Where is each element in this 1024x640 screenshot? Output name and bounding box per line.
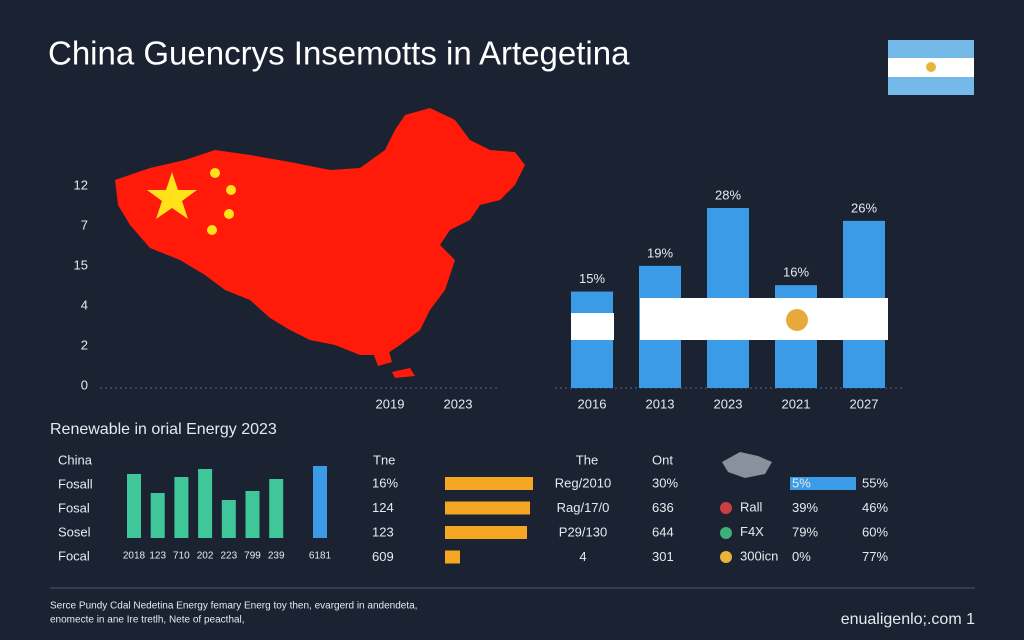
x-tick-label: 2018 bbox=[123, 551, 146, 562]
bar bbox=[269, 479, 284, 538]
y-label: 7 bbox=[81, 217, 88, 232]
bar bbox=[150, 493, 165, 538]
bar bbox=[313, 466, 327, 538]
y-label: 4 bbox=[81, 297, 88, 312]
footer-site: enualigenlo;.com 1 bbox=[841, 611, 975, 628]
value-label: 16% bbox=[783, 265, 809, 280]
section-heading: Renewable in orial Energy 2023 bbox=[50, 421, 277, 438]
x-tick-label: 2013 bbox=[646, 396, 675, 411]
x-label: 2019 bbox=[376, 396, 405, 411]
row-label: Sosel bbox=[58, 524, 91, 539]
table-cell: 301 bbox=[652, 549, 674, 564]
hbar bbox=[445, 550, 460, 564]
x-tick-label: 239 bbox=[268, 551, 285, 562]
item-name: F4X bbox=[740, 524, 764, 539]
argentina-band bbox=[571, 298, 888, 340]
bar bbox=[221, 500, 236, 538]
item-name: Rall bbox=[740, 499, 763, 514]
x-tick-label: 2021 bbox=[782, 396, 811, 411]
column-header: Tne bbox=[373, 452, 395, 467]
table-cell: 0% bbox=[792, 549, 811, 564]
hbar bbox=[445, 501, 530, 515]
x-label: 2023 bbox=[444, 396, 473, 411]
y-label: 12 bbox=[74, 177, 88, 192]
y-label: 0 bbox=[81, 377, 88, 392]
value-label: 19% bbox=[647, 245, 673, 260]
value-label: 15% bbox=[579, 271, 605, 286]
row-label: Fosall bbox=[58, 476, 93, 491]
bar bbox=[245, 491, 260, 538]
table-cell: 79% bbox=[792, 524, 818, 539]
bar bbox=[174, 477, 189, 538]
x-tick-label: 710 bbox=[173, 551, 190, 562]
table-cell: 55% bbox=[862, 475, 888, 490]
bar bbox=[198, 469, 213, 538]
table-cell: 123 bbox=[372, 524, 394, 539]
table-cell: 4 bbox=[579, 549, 586, 564]
value-label: 28% bbox=[715, 187, 741, 202]
x-tick-label: 2016 bbox=[578, 396, 607, 411]
row-label: Fosal bbox=[58, 500, 90, 515]
column-header: The bbox=[576, 452, 598, 467]
china-map bbox=[115, 108, 525, 378]
table-cell: 16% bbox=[372, 475, 398, 490]
x-tick-label: 6181 bbox=[309, 551, 332, 562]
table-cell: Rag/17/0 bbox=[557, 500, 610, 515]
x-tick-label: 123 bbox=[149, 551, 166, 562]
column-header: Ont bbox=[652, 452, 673, 467]
x-tick-label: 202 bbox=[197, 551, 214, 562]
table-cell: 644 bbox=[652, 524, 674, 539]
table-cell: 77% bbox=[862, 549, 888, 564]
row-label: China bbox=[58, 452, 93, 467]
bar bbox=[127, 474, 141, 538]
icons bbox=[720, 452, 772, 563]
x-tick-label: 223 bbox=[220, 551, 237, 562]
table-cell: Reg/2010 bbox=[555, 475, 611, 490]
x-tick-label: 2027 bbox=[850, 396, 879, 411]
value-label: 26% bbox=[851, 200, 877, 215]
footer-source: enomecte in ane Ire tretlh, Nete of peac… bbox=[50, 615, 245, 626]
table-cell: 30% bbox=[652, 475, 678, 490]
table-cell: 636 bbox=[652, 500, 674, 515]
table-cell: 46% bbox=[862, 500, 888, 515]
footer-source: Serce Pundy Cdal Nedetina Energy femary … bbox=[50, 601, 417, 612]
table-cell: 609 bbox=[372, 549, 394, 564]
page-title: China Guencrys Insemotts in Artegetina bbox=[48, 35, 630, 72]
y-label: 15 bbox=[74, 257, 88, 272]
table-cell: 5% bbox=[792, 475, 811, 490]
table-cell: 60% bbox=[862, 524, 888, 539]
table-cell: 39% bbox=[792, 500, 818, 515]
hbar bbox=[445, 526, 527, 539]
y-label: 2 bbox=[81, 337, 88, 352]
hbar bbox=[790, 477, 856, 490]
x-tick-label: 799 bbox=[244, 551, 261, 562]
item-name: 300icn bbox=[740, 548, 778, 563]
row-label: Focal bbox=[58, 548, 90, 563]
hbar bbox=[445, 477, 533, 490]
table-cell: P29/130 bbox=[559, 524, 607, 539]
table-cell: 124 bbox=[372, 500, 394, 515]
argentina-flag bbox=[888, 40, 974, 95]
x-tick-label: 2023 bbox=[714, 396, 743, 411]
